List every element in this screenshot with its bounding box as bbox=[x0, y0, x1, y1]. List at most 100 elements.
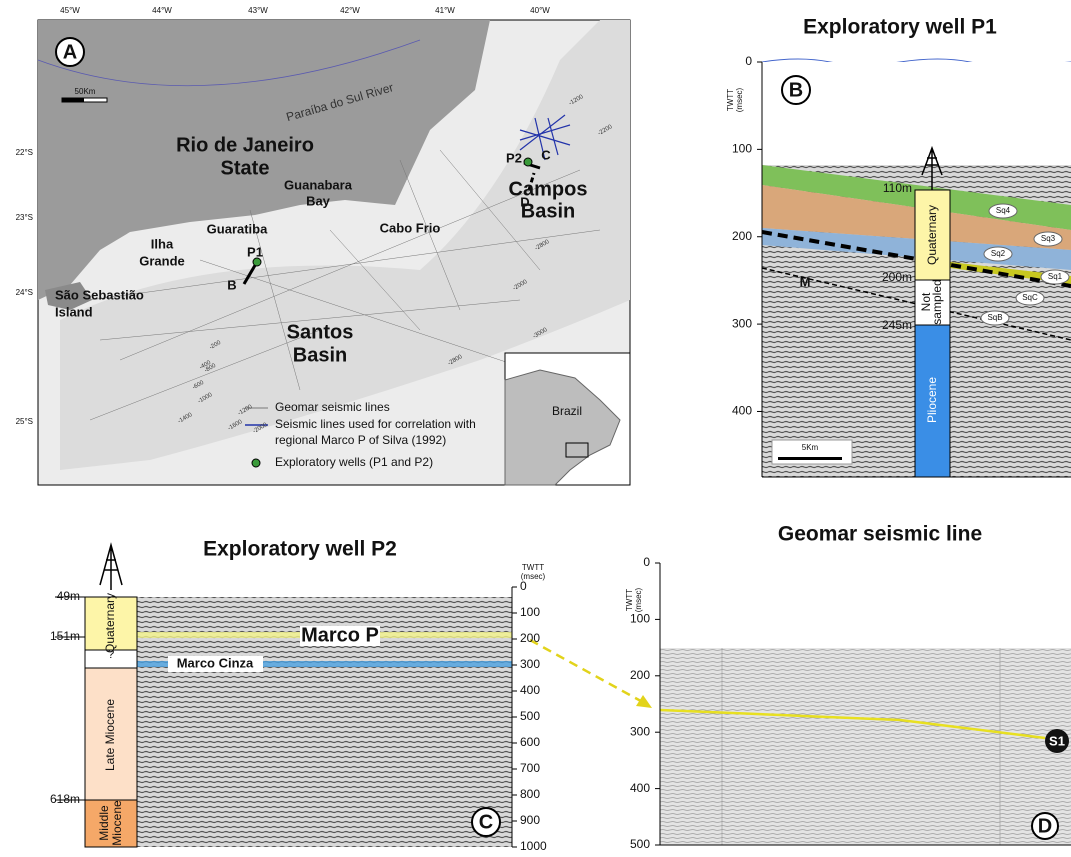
horizon-label: Sq2 bbox=[991, 249, 1006, 258]
water bbox=[762, 62, 1071, 165]
line-label: D bbox=[520, 194, 529, 209]
horizon-label: Sq4 bbox=[996, 206, 1011, 215]
horizon-label: Sq3 bbox=[1041, 234, 1056, 243]
y-tick-label: 100 bbox=[732, 142, 752, 156]
basin-label: Santos bbox=[287, 321, 354, 343]
y-tick-label: 100 bbox=[520, 605, 540, 619]
longitude-label: 42°W bbox=[340, 6, 360, 15]
unit-label: Late Miocene bbox=[103, 699, 117, 771]
latitude-label: 25°S bbox=[16, 417, 33, 426]
legend-label: Seismic lines used for correlation with bbox=[275, 417, 476, 431]
depth-label: 200m bbox=[882, 270, 912, 284]
well-p2 bbox=[524, 158, 532, 166]
depth-label: 151m bbox=[50, 629, 80, 643]
panel-d bbox=[660, 563, 1071, 845]
panel-title: Exploratory well P2 bbox=[203, 538, 397, 561]
line-label: B bbox=[227, 277, 236, 292]
horizon-label: Sq1 bbox=[1048, 272, 1063, 281]
well-label: P1 bbox=[247, 244, 263, 259]
panel-c bbox=[55, 545, 652, 847]
legend-wells-swatch bbox=[252, 459, 260, 467]
y-tick-label: 300 bbox=[630, 724, 650, 738]
panel-label: A bbox=[63, 41, 77, 63]
y-tick-label: 300 bbox=[520, 657, 540, 671]
axis-title: (msec) bbox=[735, 87, 744, 112]
y-tick-label: 500 bbox=[630, 837, 650, 851]
y-tick-label: 0 bbox=[745, 54, 752, 68]
axis-title: TWTT bbox=[726, 89, 735, 111]
horizon-label: SqB bbox=[987, 313, 1002, 322]
longitude-label: 45°W bbox=[60, 6, 80, 15]
y-tick-label: 200 bbox=[520, 631, 540, 645]
longitude-label: 44°W bbox=[152, 6, 172, 15]
longitude-label: 43°W bbox=[248, 6, 268, 15]
depth-label: 49m bbox=[57, 589, 80, 603]
horizon-label: S1 bbox=[1049, 733, 1065, 748]
unit-label: sampled bbox=[930, 279, 944, 324]
horizon-label: Marco P bbox=[301, 624, 379, 646]
scale-label: 50Km bbox=[75, 87, 96, 96]
panel-b bbox=[762, 59, 1071, 477]
y-tick-label: 700 bbox=[520, 761, 540, 775]
legend-label: regional Marco P of Silva (1992) bbox=[275, 433, 446, 447]
longitude-label: 41°W bbox=[435, 6, 455, 15]
y-tick-label: 200 bbox=[732, 229, 752, 243]
state-label: Rio de Janeiro bbox=[176, 134, 314, 156]
axis-title: TWTT bbox=[522, 563, 544, 572]
horizon-label: Marco Cinza bbox=[177, 655, 254, 670]
latitude-label: 22°S bbox=[16, 148, 33, 157]
axis-title: (msec) bbox=[634, 587, 643, 612]
inset-label: Brazil bbox=[552, 404, 582, 418]
legend-label: Exploratory wells (P1 and P2) bbox=[275, 455, 433, 469]
longitude-label: 40°W bbox=[530, 6, 550, 15]
panel-label: C bbox=[479, 811, 493, 833]
unit-label: Quaternary bbox=[925, 205, 939, 265]
y-tick-label: 200 bbox=[630, 668, 650, 682]
y-tick-label: 100 bbox=[630, 612, 650, 626]
y-tick-label: 400 bbox=[732, 404, 752, 418]
unit-label: Quaternary bbox=[103, 593, 117, 653]
panel-label: D bbox=[1038, 815, 1052, 837]
latitude-label: 23°S bbox=[16, 213, 33, 222]
seismic-d bbox=[660, 648, 1071, 845]
y-tick-label: 400 bbox=[520, 683, 540, 697]
page: 45°W 44°W 43°W 42°W 41°W 40°W 22°S 23°S 24°S 25°S… bbox=[0, 0, 1071, 857]
line-label: C bbox=[541, 147, 551, 162]
island-label: Grande bbox=[139, 253, 185, 268]
island-label: Island bbox=[55, 304, 93, 319]
derrick bbox=[100, 545, 122, 590]
y-tick-label: 0 bbox=[643, 555, 650, 569]
unit-label: Middle bbox=[97, 805, 111, 841]
basin-label: Basin bbox=[293, 344, 347, 366]
well-label: P2 bbox=[506, 150, 522, 165]
panel-label: B bbox=[789, 79, 803, 101]
unit-label: Miocene bbox=[110, 800, 124, 846]
axis-title: TWTT bbox=[625, 589, 634, 611]
map-panel bbox=[38, 20, 630, 485]
figure: 45°W 44°W 43°W 42°W 41°W 40°W 22°S 23°S 24°S 25°S… bbox=[0, 0, 1071, 857]
depth-label: 618m bbox=[50, 792, 80, 806]
unit-label: ? bbox=[108, 647, 115, 661]
y-tick-label: 800 bbox=[520, 787, 540, 801]
scale-bar bbox=[778, 457, 842, 460]
y-tick-label: 1000 bbox=[520, 839, 547, 853]
cape-label: Cabo Frio bbox=[380, 220, 441, 235]
y-tick-label: 500 bbox=[520, 709, 540, 723]
y-tick-label: 0 bbox=[520, 579, 527, 593]
bay-label: Guanabara bbox=[284, 177, 353, 192]
unit-label: Pliocene bbox=[925, 377, 939, 423]
y-tick-label: 400 bbox=[630, 781, 650, 795]
scale-label: 5Km bbox=[802, 443, 819, 452]
depth-label: 110m bbox=[883, 181, 912, 195]
y-tick-label: 300 bbox=[732, 316, 752, 330]
depth-label: 245m bbox=[882, 318, 912, 332]
bay-label: Bay bbox=[306, 193, 331, 208]
island-label: Ilha bbox=[151, 236, 174, 251]
scale-bar-fill bbox=[62, 98, 84, 102]
y-tick-label: 900 bbox=[520, 813, 540, 827]
link-arrow-head bbox=[636, 695, 652, 708]
latitude-label: 24°S bbox=[16, 288, 33, 297]
horizon-label: M bbox=[800, 274, 811, 289]
place-label: Guaratiba bbox=[207, 221, 268, 236]
panel-title: Geomar seismic line bbox=[778, 523, 982, 546]
